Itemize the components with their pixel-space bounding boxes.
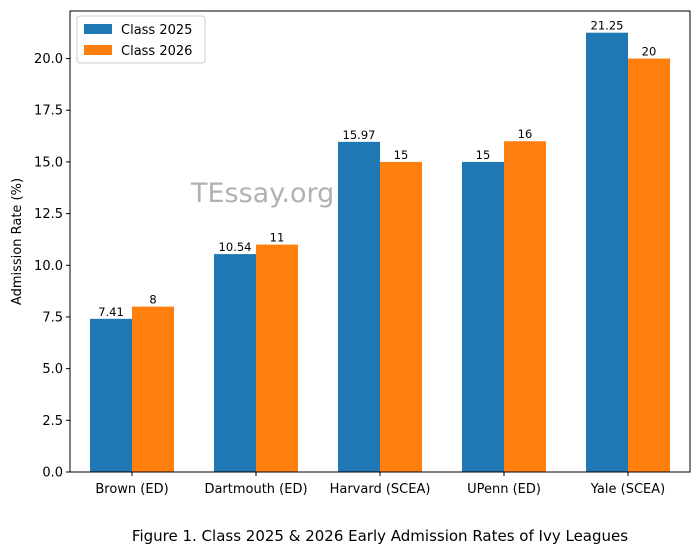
y-tick-label: 15.0 [34, 155, 63, 170]
y-tick-label: 20.0 [34, 52, 63, 67]
y-tick-label: 12.5 [34, 207, 63, 222]
y-tick-label: 17.5 [34, 104, 63, 119]
data-label-1-2: 10.54 [219, 240, 252, 254]
bar-1-2 [214, 254, 256, 472]
data-label-1-4: 15 [476, 148, 491, 162]
x-tick-label: Yale (SCEA) [590, 482, 665, 497]
y-axis: 0.0 2.5 5.0 7.5 10.0 12.5 15.0 17.5 20.0 [34, 52, 70, 481]
data-label-1-5: 21.25 [591, 19, 624, 33]
x-tick-label: Harvard (SCEA) [330, 482, 431, 497]
data-labels-layer: 7.41 8 10.54 11 15.97 15 15 16 21.25 20 [98, 19, 656, 319]
data-label-2-3: 15 [394, 148, 409, 162]
y-tick-label: 0.0 [42, 466, 63, 481]
figure-caption: Figure 1. Class 2025 & 2026 Early Admiss… [131, 527, 629, 545]
bar-2-5 [628, 58, 670, 472]
y-tick-label: 2.5 [42, 414, 63, 429]
bar-1-3 [338, 141, 380, 472]
x-tick-label: Brown (ED) [95, 482, 168, 497]
data-label-2-4: 16 [518, 127, 533, 141]
legend-swatch-2 [84, 45, 112, 55]
bar-2-4 [504, 141, 546, 472]
legend-label-1: Class 2025 [121, 23, 192, 38]
x-tick-label: Dartmouth (ED) [204, 482, 307, 497]
y-tick-label: 10.0 [34, 259, 63, 274]
x-tick-label: UPenn (ED) [467, 482, 541, 497]
data-label-2-5: 20 [642, 45, 657, 59]
legend: Class 2025 Class 2026 [76, 15, 206, 64]
bar-2-2 [256, 244, 298, 472]
data-label-2-1: 8 [149, 293, 156, 307]
bar-2-1 [132, 306, 174, 472]
data-label-1-1: 7.41 [98, 305, 124, 319]
watermark-text: TEssay.org [190, 178, 334, 209]
bar-1-4 [462, 161, 504, 472]
y-axis-label: Admission Rate (%) [10, 178, 25, 305]
legend-swatch-1 [84, 24, 112, 34]
bar-2-3 [380, 161, 422, 472]
bar-chart: 7.41 8 10.54 11 15.97 15 15 16 21.25 20 0.0 2.5 5.0… [10, 10, 691, 497]
bar-1-5 [586, 32, 628, 473]
y-tick-label: 5.0 [42, 362, 63, 377]
bar-1-1 [90, 318, 132, 472]
legend-label-2: Class 2026 [121, 44, 192, 59]
x-axis: Brown (ED) Dartmouth (ED) Harvard (SCEA) UP… [95, 472, 665, 497]
y-tick-label: 7.5 [42, 310, 63, 325]
data-label-2-2: 11 [270, 231, 285, 245]
data-label-1-3: 15.97 [343, 128, 376, 142]
bars-layer [90, 32, 670, 473]
